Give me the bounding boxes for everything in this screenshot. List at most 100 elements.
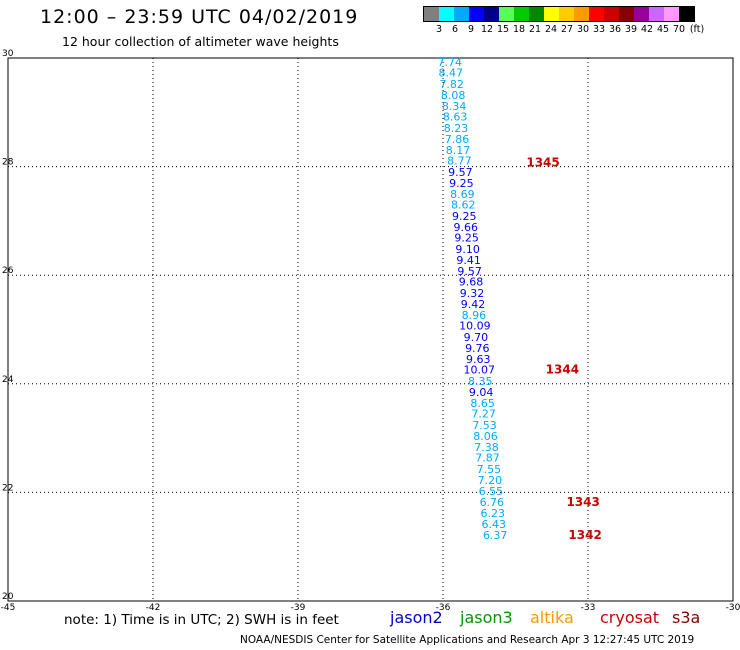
satellite-s3a: s3a bbox=[672, 608, 701, 627]
legend-swatch bbox=[649, 7, 664, 21]
legend-swatch bbox=[529, 7, 544, 21]
swh-value-label: 6.37 bbox=[483, 529, 508, 542]
satellite-altika: altika bbox=[530, 608, 574, 627]
swh-value-label: 8.06 bbox=[473, 430, 498, 443]
legend-label: 24 bbox=[544, 24, 558, 35]
y-tick-label: 22 bbox=[2, 483, 13, 493]
swh-value-label: 7.86 bbox=[445, 133, 470, 146]
x-tick-label: -45 bbox=[1, 603, 16, 613]
swh-value-label: 7.53 bbox=[472, 419, 497, 432]
satellite-jason3: jason3 bbox=[460, 608, 513, 627]
swh-value-label: 8.69 bbox=[450, 188, 475, 201]
swh-value-label: 7.38 bbox=[474, 441, 499, 454]
swh-value-label: 9.57 bbox=[457, 265, 482, 278]
legend-label: 45 bbox=[656, 24, 670, 35]
x-tick-label: -36 bbox=[436, 603, 451, 613]
satellite-jason2: jason2 bbox=[390, 608, 443, 627]
swh-value-label: 8.08 bbox=[441, 89, 466, 102]
swh-value-label: 9.68 bbox=[459, 276, 484, 289]
chart-title: 12:00 – 23:59 UTC 04/02/2019 bbox=[40, 6, 359, 28]
swh-value-label: 7.74 bbox=[438, 56, 463, 69]
legend-swatch bbox=[679, 7, 694, 21]
swh-value-label: 7.82 bbox=[439, 78, 464, 91]
swh-value-label: 8.77 bbox=[447, 155, 472, 168]
swh-value-label: 8.23 bbox=[444, 122, 469, 135]
swh-value-label: 9.76 bbox=[465, 342, 490, 355]
swh-value-label: 9.42 bbox=[461, 298, 486, 311]
legend-label: 21 bbox=[528, 24, 542, 35]
swh-value-label: 8.34 bbox=[442, 100, 467, 113]
x-tick-label: -42 bbox=[146, 603, 161, 613]
credit-line: NOAA/NESDIS Center for Satellite Applica… bbox=[240, 634, 695, 646]
legend-swatch bbox=[469, 7, 484, 21]
legend-label: 27 bbox=[560, 24, 574, 35]
legend-swatch bbox=[619, 7, 634, 21]
legend-label: 9 bbox=[467, 24, 475, 35]
swh-value-label: 6.76 bbox=[480, 496, 505, 509]
swh-value-label: 10.07 bbox=[464, 364, 496, 377]
legend-swatches bbox=[423, 6, 695, 22]
data-labels: 7.748.477.828.088.348.638.237.868.178.77… bbox=[438, 56, 508, 542]
legend-swatch bbox=[424, 7, 439, 21]
legend-label: 39 bbox=[624, 24, 638, 35]
legend-swatch bbox=[559, 7, 574, 21]
legend-swatch bbox=[664, 7, 679, 21]
swh-value-label: 9.63 bbox=[466, 353, 491, 366]
y-tick-label: 26 bbox=[2, 266, 14, 276]
swh-value-label: 7.27 bbox=[471, 408, 496, 421]
swh-value-label: 9.25 bbox=[449, 177, 474, 190]
swh-value-label: 7.87 bbox=[475, 452, 500, 465]
legend-swatch bbox=[499, 7, 514, 21]
pass-annotations: 1345 1344 1343 1342 bbox=[526, 155, 601, 541]
swh-value-label: 9.32 bbox=[460, 287, 485, 300]
footer-note: note: 1) Time is in UTC; 2) SWH is in fe… bbox=[64, 612, 339, 628]
plot-frame bbox=[7, 57, 734, 602]
legend-label: 42 bbox=[640, 24, 654, 35]
legend-swatch bbox=[514, 7, 529, 21]
legend-label: 30 bbox=[576, 24, 590, 35]
legend-swatch bbox=[544, 7, 559, 21]
swh-value-label: 7.20 bbox=[478, 474, 503, 487]
swh-value-label: 9.66 bbox=[453, 221, 478, 234]
swh-value-label: 9.25 bbox=[454, 232, 479, 245]
pass-number-label: 1345 bbox=[526, 155, 559, 169]
legend-label: 3 bbox=[435, 24, 443, 35]
swh-value-label: 8.96 bbox=[462, 309, 487, 322]
swh-value-label: 9.70 bbox=[464, 331, 489, 344]
y-tick-label: 20 bbox=[2, 592, 14, 602]
x-tick-label: -33 bbox=[581, 603, 596, 613]
swh-value-label: 7.55 bbox=[477, 463, 502, 476]
pass-number-label: 1344 bbox=[546, 363, 579, 377]
swh-value-label: 10.09 bbox=[459, 320, 491, 333]
legend-labels: 3 6 9 12 15 18 21 24 27 30 33 36 39 42 45 70 (ft) bbox=[423, 22, 704, 36]
legend-swatch bbox=[589, 7, 604, 21]
x-tick-label: -30 bbox=[726, 603, 740, 613]
legend-swatch bbox=[454, 7, 469, 21]
legend-label: 15 bbox=[496, 24, 510, 35]
legend-swatch bbox=[604, 7, 619, 21]
swh-value-label: 6.43 bbox=[482, 518, 507, 531]
legend-label: 12 bbox=[480, 24, 494, 35]
swh-value-label: 8.62 bbox=[451, 199, 476, 212]
legend-label: 33 bbox=[592, 24, 606, 35]
legend-unit: (ft) bbox=[689, 24, 705, 35]
chart-subtitle: 12 hour collection of altimeter wave hei… bbox=[62, 34, 339, 49]
satellite-cryosat: cryosat bbox=[600, 608, 660, 627]
legend-swatch bbox=[634, 7, 649, 21]
swh-value-label: 9.04 bbox=[469, 386, 494, 399]
swh-value-label: 6.23 bbox=[481, 507, 506, 520]
legend-label: 6 bbox=[451, 24, 459, 35]
swh-value-label: 9.25 bbox=[452, 210, 477, 223]
grid-lines bbox=[8, 58, 733, 601]
swh-value-label: 8.47 bbox=[438, 67, 463, 80]
swh-value-label: 8.65 bbox=[470, 397, 495, 410]
swh-value-label: 6.55 bbox=[479, 485, 504, 498]
y-tick-label: 24 bbox=[2, 375, 14, 385]
x-tick-label: -39 bbox=[291, 603, 306, 613]
color-scale-legend: 3 6 9 12 15 18 21 24 27 30 33 36 39 42 45 70 (ft) bbox=[423, 6, 704, 36]
swh-value-label: 9.10 bbox=[455, 243, 480, 256]
legend-label: 36 bbox=[608, 24, 622, 35]
swh-value-label: 8.63 bbox=[443, 111, 468, 124]
legend-label: 70 bbox=[672, 24, 686, 35]
